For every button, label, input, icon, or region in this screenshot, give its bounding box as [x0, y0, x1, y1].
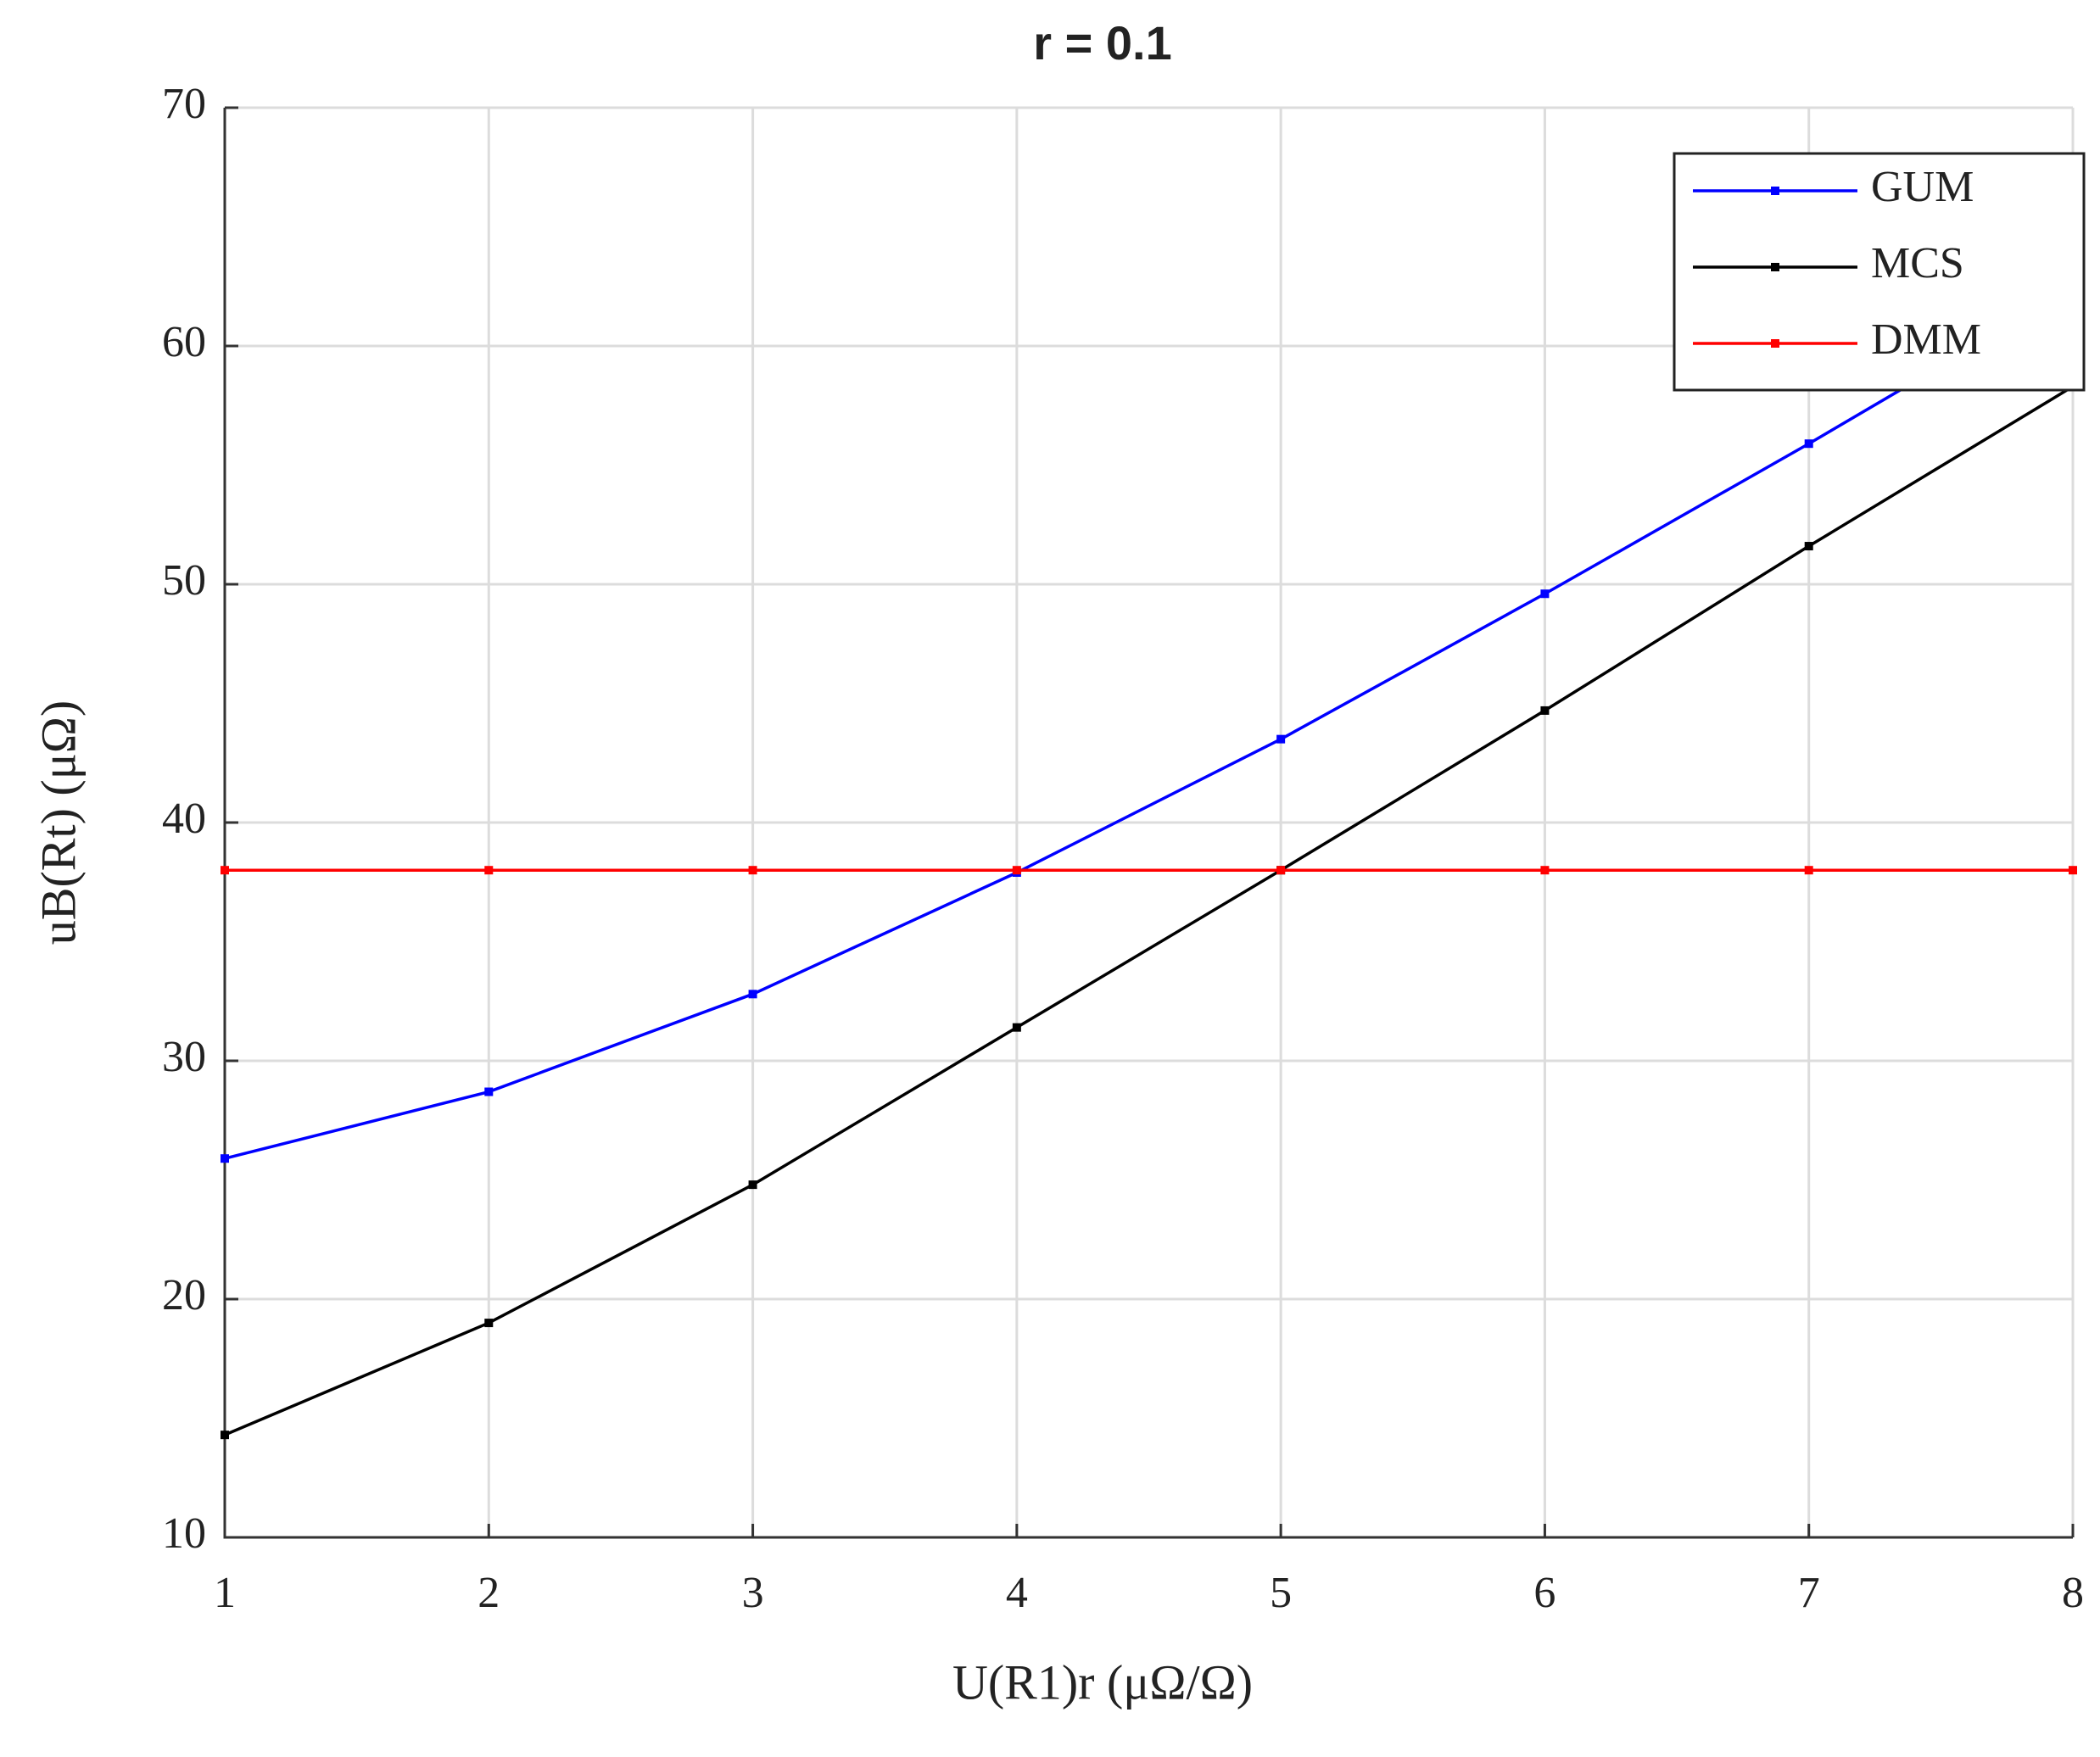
y-tick-label: 20: [162, 1271, 206, 1319]
y-tick-label: 40: [162, 795, 206, 843]
x-tick-label: 4: [1006, 1569, 1028, 1617]
point: [221, 866, 229, 875]
point: [484, 1319, 494, 1328]
point: [1804, 542, 1813, 551]
point: [748, 866, 757, 875]
point: [484, 1087, 494, 1096]
x-tick-label: 5: [1270, 1569, 1292, 1617]
series-line: [224, 287, 2074, 1160]
point: [1012, 1023, 1021, 1032]
series-line: [224, 385, 2074, 1436]
point: [748, 990, 757, 999]
legend-marker: [1771, 187, 1779, 195]
point: [1540, 589, 1550, 599]
x-axis-label: U(R1)r (μΩ/Ω): [952, 1654, 1253, 1710]
y-axis-label: uB(Rt) (μΩ): [31, 700, 86, 945]
legend-label: GUM: [1871, 163, 1974, 211]
y-tick-label: 70: [162, 80, 206, 128]
x-tick-label: 1: [214, 1569, 236, 1617]
point: [1804, 866, 1813, 875]
point: [748, 1180, 757, 1190]
point: [1540, 706, 1550, 715]
point: [1540, 866, 1550, 875]
point: [1804, 439, 1813, 449]
point: [221, 1154, 229, 1163]
x-tick-label: 3: [742, 1569, 764, 1617]
point: [2069, 866, 2077, 875]
axes: [223, 108, 2073, 1539]
point: [1276, 734, 1286, 744]
legend-label: MCS: [1871, 239, 1964, 287]
legend-marker: [1771, 263, 1779, 271]
x-tick-label: 2: [478, 1569, 500, 1617]
point: [221, 1431, 229, 1440]
point: [1276, 866, 1286, 875]
point: [1012, 866, 1021, 875]
point: [484, 866, 494, 875]
y-tick-label: 10: [162, 1509, 206, 1558]
legend-box: [1673, 152, 2086, 392]
y-tick-label: 60: [162, 318, 206, 366]
x-tick-label: 8: [2062, 1569, 2084, 1617]
legend-label: DMM: [1871, 315, 1981, 364]
x-tick-label: 7: [1798, 1569, 1820, 1617]
legend-marker: [1771, 339, 1779, 348]
y-tick-label: 50: [162, 556, 206, 605]
chart-title: r = 0.1: [1033, 16, 1171, 70]
x-tick-label: 6: [1533, 1569, 1555, 1617]
y-tick-label: 30: [162, 1033, 206, 1081]
